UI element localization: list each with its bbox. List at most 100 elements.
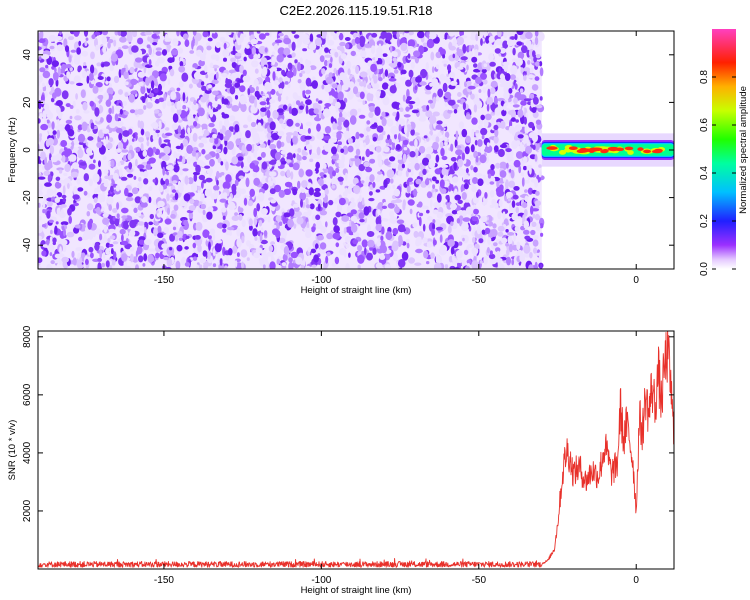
noise-blob xyxy=(101,262,106,268)
noise-blob xyxy=(514,124,523,131)
colorbar-tick-label: 0.6 xyxy=(699,118,710,132)
noise-blob xyxy=(490,80,498,88)
noise-blob xyxy=(409,208,413,215)
noise-blob xyxy=(292,153,296,159)
noise-blob xyxy=(516,216,522,220)
noise-blob xyxy=(184,175,189,185)
noise-blob xyxy=(49,252,53,257)
noise-blob xyxy=(109,122,116,129)
noise-blob xyxy=(256,203,261,212)
noise-blob xyxy=(435,253,440,262)
noise-blob xyxy=(144,31,153,36)
noise-blob xyxy=(77,187,84,192)
noise-blob xyxy=(157,200,165,208)
noise-blob xyxy=(331,177,339,187)
noise-blob xyxy=(249,188,255,197)
noise-blob xyxy=(162,166,166,176)
noise-blob xyxy=(172,38,179,47)
noise-blob xyxy=(279,118,284,124)
noise-blob xyxy=(143,178,149,185)
noise-blob xyxy=(45,64,49,69)
noise-blob xyxy=(335,105,339,113)
noise-blob xyxy=(96,141,103,148)
noise-blob xyxy=(465,135,471,144)
noise-blob xyxy=(193,173,198,182)
noise-blob xyxy=(402,111,406,116)
noise-blob xyxy=(54,197,60,203)
noise-blob xyxy=(188,211,194,219)
noise-blob xyxy=(198,264,203,269)
noise-blob xyxy=(258,33,266,40)
noise-blob xyxy=(121,100,128,107)
noise-blob xyxy=(44,182,52,187)
noise-blob xyxy=(247,88,251,96)
noise-blob xyxy=(301,34,310,40)
noise-blob xyxy=(461,222,469,232)
noise-blob xyxy=(528,264,534,269)
noise-blob xyxy=(320,193,326,198)
noise-blob xyxy=(270,66,278,73)
noise-blob xyxy=(343,227,347,234)
noise-blob xyxy=(257,115,262,120)
noise-blob xyxy=(439,48,446,56)
noise-blob xyxy=(131,45,139,53)
noise-blob xyxy=(336,131,342,141)
noise-blob xyxy=(444,264,449,269)
noise-blob xyxy=(291,107,298,116)
noise-blob xyxy=(233,134,237,141)
noise-blob xyxy=(77,263,84,269)
noise-blob xyxy=(531,132,539,143)
noise-blob xyxy=(318,100,323,104)
noise-blob xyxy=(128,93,135,103)
noise-blob xyxy=(121,215,128,219)
noise-blob xyxy=(240,137,248,143)
noise-blob xyxy=(100,194,106,203)
noise-blob xyxy=(531,84,539,91)
noise-blob xyxy=(54,67,57,73)
noise-blob xyxy=(495,162,501,169)
noise-blob xyxy=(110,185,114,193)
noise-blob xyxy=(435,124,443,130)
noise-blob xyxy=(195,164,201,173)
noise-blob xyxy=(447,64,452,71)
noise-blob xyxy=(517,109,524,118)
noise-blob xyxy=(435,154,440,163)
noise-blob xyxy=(235,52,242,57)
noise-blob xyxy=(488,53,494,62)
noise-blob xyxy=(336,196,340,200)
noise-blob xyxy=(288,106,292,114)
noise-blob xyxy=(234,41,238,48)
noise-blob xyxy=(456,36,465,46)
noise-blob xyxy=(195,152,199,161)
noise-blob xyxy=(479,260,483,264)
noise-blob xyxy=(361,197,365,206)
noise-blob xyxy=(68,36,74,41)
noise-blob xyxy=(344,235,351,243)
noise-blob xyxy=(75,247,84,251)
noise-blob xyxy=(246,240,251,247)
noise-blob xyxy=(143,253,148,262)
noise-blob xyxy=(278,189,285,198)
noise-blob xyxy=(378,43,382,50)
noise-blob xyxy=(413,188,418,198)
noise-blob xyxy=(187,127,191,135)
noise-blob xyxy=(426,238,433,243)
noise-blob xyxy=(105,260,110,268)
noise-blob xyxy=(141,96,146,104)
noise-blob xyxy=(260,107,267,112)
noise-blob xyxy=(260,227,264,233)
noise-blob xyxy=(73,185,78,196)
noise-blob xyxy=(522,156,528,164)
noise-blob xyxy=(135,146,141,152)
noise-blob xyxy=(388,78,397,82)
noise-blob xyxy=(314,187,321,193)
noise-blob xyxy=(212,102,218,108)
noise-blob xyxy=(77,124,83,131)
noise-blob xyxy=(359,31,362,36)
noise-blob xyxy=(322,108,331,118)
noise-blob xyxy=(390,178,394,184)
noise-blob xyxy=(247,155,252,164)
noise-blob xyxy=(508,243,513,253)
noise-blob xyxy=(385,32,393,41)
noise-blob xyxy=(200,137,207,143)
